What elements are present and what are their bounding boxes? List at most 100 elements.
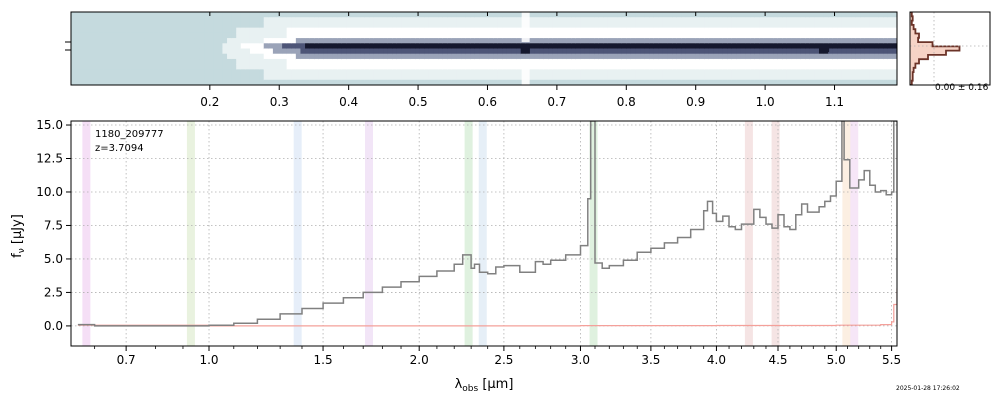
heat-cell — [626, 22, 632, 29]
heat-cell — [300, 17, 306, 24]
heat-cell — [626, 32, 632, 39]
heat-cell — [878, 27, 884, 34]
heat-cell — [291, 69, 297, 76]
heat-cell — [199, 17, 205, 24]
heat-cell — [401, 38, 407, 44]
heat-cell — [598, 69, 604, 76]
heat-cell — [162, 32, 168, 39]
heat-cell — [617, 43, 623, 50]
heat-cell — [213, 17, 219, 24]
heat-cell — [171, 27, 178, 34]
heat-cell — [809, 58, 815, 65]
heat-cell — [704, 58, 710, 65]
heat-cell — [630, 74, 637, 81]
heat-cell — [763, 48, 770, 55]
heat-cell — [162, 43, 168, 50]
heat-cell — [181, 38, 187, 44]
heat-cell — [194, 69, 201, 76]
heat-cell — [580, 69, 586, 76]
heat-cell — [442, 12, 448, 18]
heat-cell — [291, 22, 297, 29]
heat-cell — [314, 64, 320, 70]
heat-cell — [323, 74, 329, 81]
heat-cell — [149, 17, 155, 24]
heat-cell — [433, 32, 439, 39]
heat-cell — [456, 64, 462, 70]
heat-cell — [589, 32, 595, 39]
heat-cell — [506, 79, 513, 85]
heat-cell — [323, 12, 329, 18]
y-axis: 0.02.55.07.510.012.515.0 — [36, 118, 71, 333]
heat-x-tick-label-5: 0.7 — [547, 95, 566, 109]
heat-cell — [718, 12, 724, 18]
heat-cell — [837, 58, 843, 65]
heat-x-tick-label-8: 1.0 — [756, 95, 775, 109]
heat-cell — [851, 58, 857, 65]
heat-cell — [181, 22, 187, 29]
heat-cell — [892, 27, 897, 34]
heat-cell — [722, 38, 728, 44]
heat-cell — [373, 58, 380, 65]
heat-cell — [405, 32, 412, 39]
heat-cell — [617, 64, 623, 70]
heat-cell — [433, 74, 439, 81]
heat-cell — [291, 27, 297, 34]
heat-cell — [681, 53, 687, 60]
heat-cell — [649, 48, 655, 55]
heat-cell — [355, 79, 361, 85]
heat-cell — [254, 12, 260, 18]
heat-cell — [860, 12, 866, 18]
heat-cell — [644, 22, 650, 29]
heat-cell — [653, 74, 659, 81]
heat-cell — [740, 12, 747, 18]
heat-cell — [846, 58, 852, 65]
heat-cell — [263, 17, 269, 24]
heat-cell — [103, 53, 109, 60]
heat-cell — [649, 58, 655, 65]
heat-cell — [557, 53, 563, 60]
heat-cell — [327, 79, 334, 85]
heat-cell — [268, 53, 274, 60]
heat-cell — [103, 79, 109, 85]
heat-cell — [139, 43, 146, 50]
heat-cell — [621, 53, 627, 60]
heat-cell — [529, 53, 536, 60]
heat-cell — [846, 48, 852, 55]
heat-cell — [149, 27, 155, 34]
heat-cell — [552, 12, 559, 18]
heat-cell — [346, 48, 352, 55]
heat-cell — [272, 53, 279, 60]
heat-cell — [300, 53, 306, 60]
heat-cell — [635, 58, 641, 65]
heat-cell — [130, 69, 136, 76]
heat-cell — [456, 53, 462, 60]
heat-cell — [759, 38, 765, 44]
heat-cell — [722, 22, 728, 29]
heat-cell — [681, 79, 687, 85]
heat-cell — [731, 64, 737, 70]
heat-cell — [630, 48, 637, 55]
heat-cell — [745, 48, 751, 55]
heat-cell — [231, 27, 237, 34]
heat-cell — [438, 38, 444, 44]
spectrum-1d-panel: 0.7 1.0 1.5 2.0 2.5 3.0 3.5 4.0 4.5 5.0 5.5 0.02.5… — [10, 118, 960, 394]
heat-cell — [116, 27, 123, 34]
heat-cell — [506, 64, 513, 70]
heat-cell — [341, 43, 347, 50]
heat-cell — [782, 53, 788, 60]
heat-cell — [736, 48, 742, 55]
heat-cell — [575, 64, 581, 70]
heat-cell — [635, 22, 641, 29]
heat-cell — [277, 64, 283, 70]
heat-cell — [360, 69, 366, 76]
heat-cell — [736, 79, 742, 85]
heat-cell — [695, 64, 701, 70]
heat-cell — [268, 64, 274, 70]
heat-cell — [534, 64, 540, 70]
heat-x-tick-label-4: 0.6 — [478, 95, 497, 109]
heat-cell — [681, 74, 687, 81]
heat-cell — [846, 79, 852, 85]
heat-cell — [405, 12, 412, 18]
heat-cell — [580, 22, 586, 29]
heat-cell — [841, 38, 848, 44]
